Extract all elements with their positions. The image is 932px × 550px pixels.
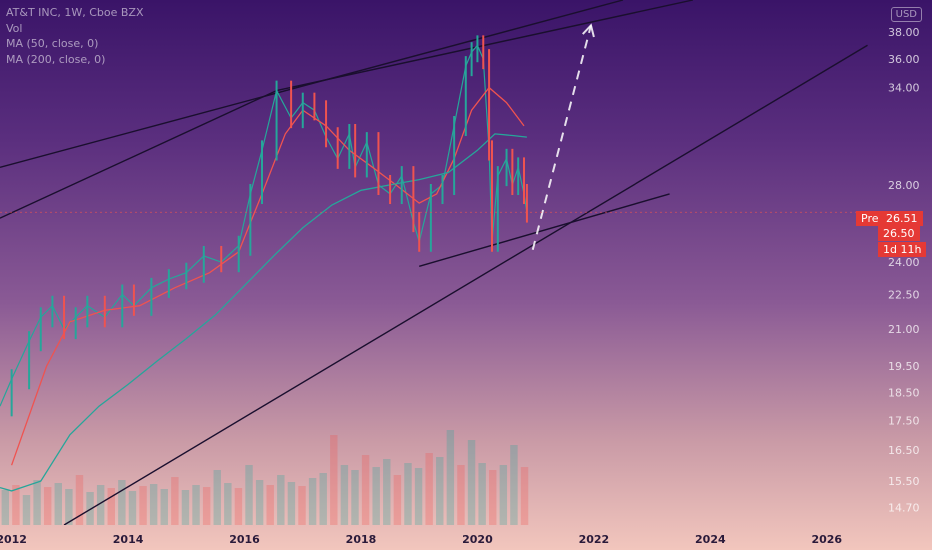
volume-bar [361,455,370,525]
trendlines [0,0,868,525]
currency-button[interactable]: USD [890,7,922,22]
ma50-legend[interactable]: MA (50, close, 0) [6,37,99,50]
volume-bar [171,477,179,525]
volume-bar [414,468,423,525]
volume-bar [478,463,486,525]
volume-bar [510,445,518,525]
volume-bar [489,470,497,525]
volume-bar [181,490,190,525]
trendline [0,89,277,219]
trendline [0,0,624,168]
volume-bar [383,459,391,525]
price-tick-label: 24.00 [888,256,920,269]
last-price-badge: 26.50 [878,226,920,241]
time-tick-label: 2026 [811,533,842,546]
price-tick-label: 19.50 [888,360,920,373]
time-tick-label: 2014 [113,533,144,546]
time-scale: 2012 2014 2016 2018 2020 2022 2024 2026 [0,533,842,546]
price-series [0,35,885,492]
volume-bar [118,480,126,525]
volume-bar [520,467,529,525]
volume-bar [128,491,137,525]
volume-bar [107,488,115,525]
price-tick-label: 18.50 [888,386,920,399]
price-tick-label: 38.00 [888,26,920,39]
price-tick-label: 28.00 [888,179,920,192]
volume-bar [139,486,147,525]
countdown-badge: 1d 11h [878,242,927,257]
volume-bar [43,487,52,525]
price-tick-label: 15.50 [888,475,920,488]
volume-bar [404,463,412,525]
trendline [419,193,670,267]
chart-legend: AT&T INC, 1W, Cboe BZX Vol MA (50, close… [6,5,143,67]
volume-bar [457,465,465,525]
volume-bar [446,430,455,525]
trendline [63,44,868,525]
volume-legend[interactable]: Vol [6,21,23,35]
price-scale: 14.70 15.50 16.50 17.50 18.50 19.50 21.00 22.50… [888,26,920,515]
volume-bar [86,492,94,525]
ma200-line [0,133,527,492]
volume-bar [22,495,31,525]
volume-bar [65,489,73,525]
volume-bar [425,453,433,525]
price-tick-label: 22.50 [888,288,920,301]
volume-bar [75,475,84,525]
volume-bar [393,475,402,525]
price-line [0,44,528,407]
volume-bar [372,467,380,525]
volume-bar [224,483,232,525]
volume-bar [192,485,200,525]
time-tick-label: 2012 [0,533,27,546]
volume-bar [436,457,444,525]
volume-bar [12,485,20,525]
volume-bar [54,483,62,525]
volume-bar [351,470,359,525]
volume-bar [298,486,306,525]
price-tick-label: 17.50 [888,414,920,427]
time-tick-label: 2018 [346,533,377,546]
pre-price: 26.51 [886,212,918,225]
volume-bar [33,480,41,525]
volume-bar [160,489,168,525]
volume-bar [234,488,243,525]
projection-arrowhead [582,23,595,38]
volume-bar [340,465,349,525]
volume-bar [330,435,338,525]
projection-arrow [531,25,592,250]
volume-bar [467,440,476,525]
time-tick-label: 2024 [695,533,726,546]
volume-bar [96,485,105,525]
volume-bar [202,487,211,525]
volume-bar [1,490,10,525]
time-tick-label: 2016 [229,533,260,546]
volume-bar [287,482,296,525]
symbol-title[interactable]: AT&T INC, 1W, Cboe BZX [6,6,144,19]
time-tick-label: 2022 [579,533,610,546]
price-tick-label: 21.00 [888,323,920,336]
premarket-price-badge: Pre 26.51 [856,211,923,226]
price-tick-label: 14.70 [888,502,920,515]
time-tick-label: 2020 [462,533,493,546]
price-tick-label: 34.00 [888,82,920,95]
volume-bar [245,465,253,525]
volume-bar [308,478,317,525]
trendline [276,0,694,92]
volume-bar [266,485,274,525]
pre-label: Pre [861,212,879,225]
ma200-legend[interactable]: MA (200, close, 0) [6,52,106,66]
volume-bar [277,475,285,525]
volume-bar [319,473,327,525]
price-tick-label: 36.00 [888,53,920,66]
volume-bar [255,480,264,525]
volume-bar [499,465,508,525]
volume-bar [213,470,221,525]
volume-bars [1,430,529,525]
volume-bar [149,484,158,525]
price-tick-label: 16.50 [888,444,920,457]
